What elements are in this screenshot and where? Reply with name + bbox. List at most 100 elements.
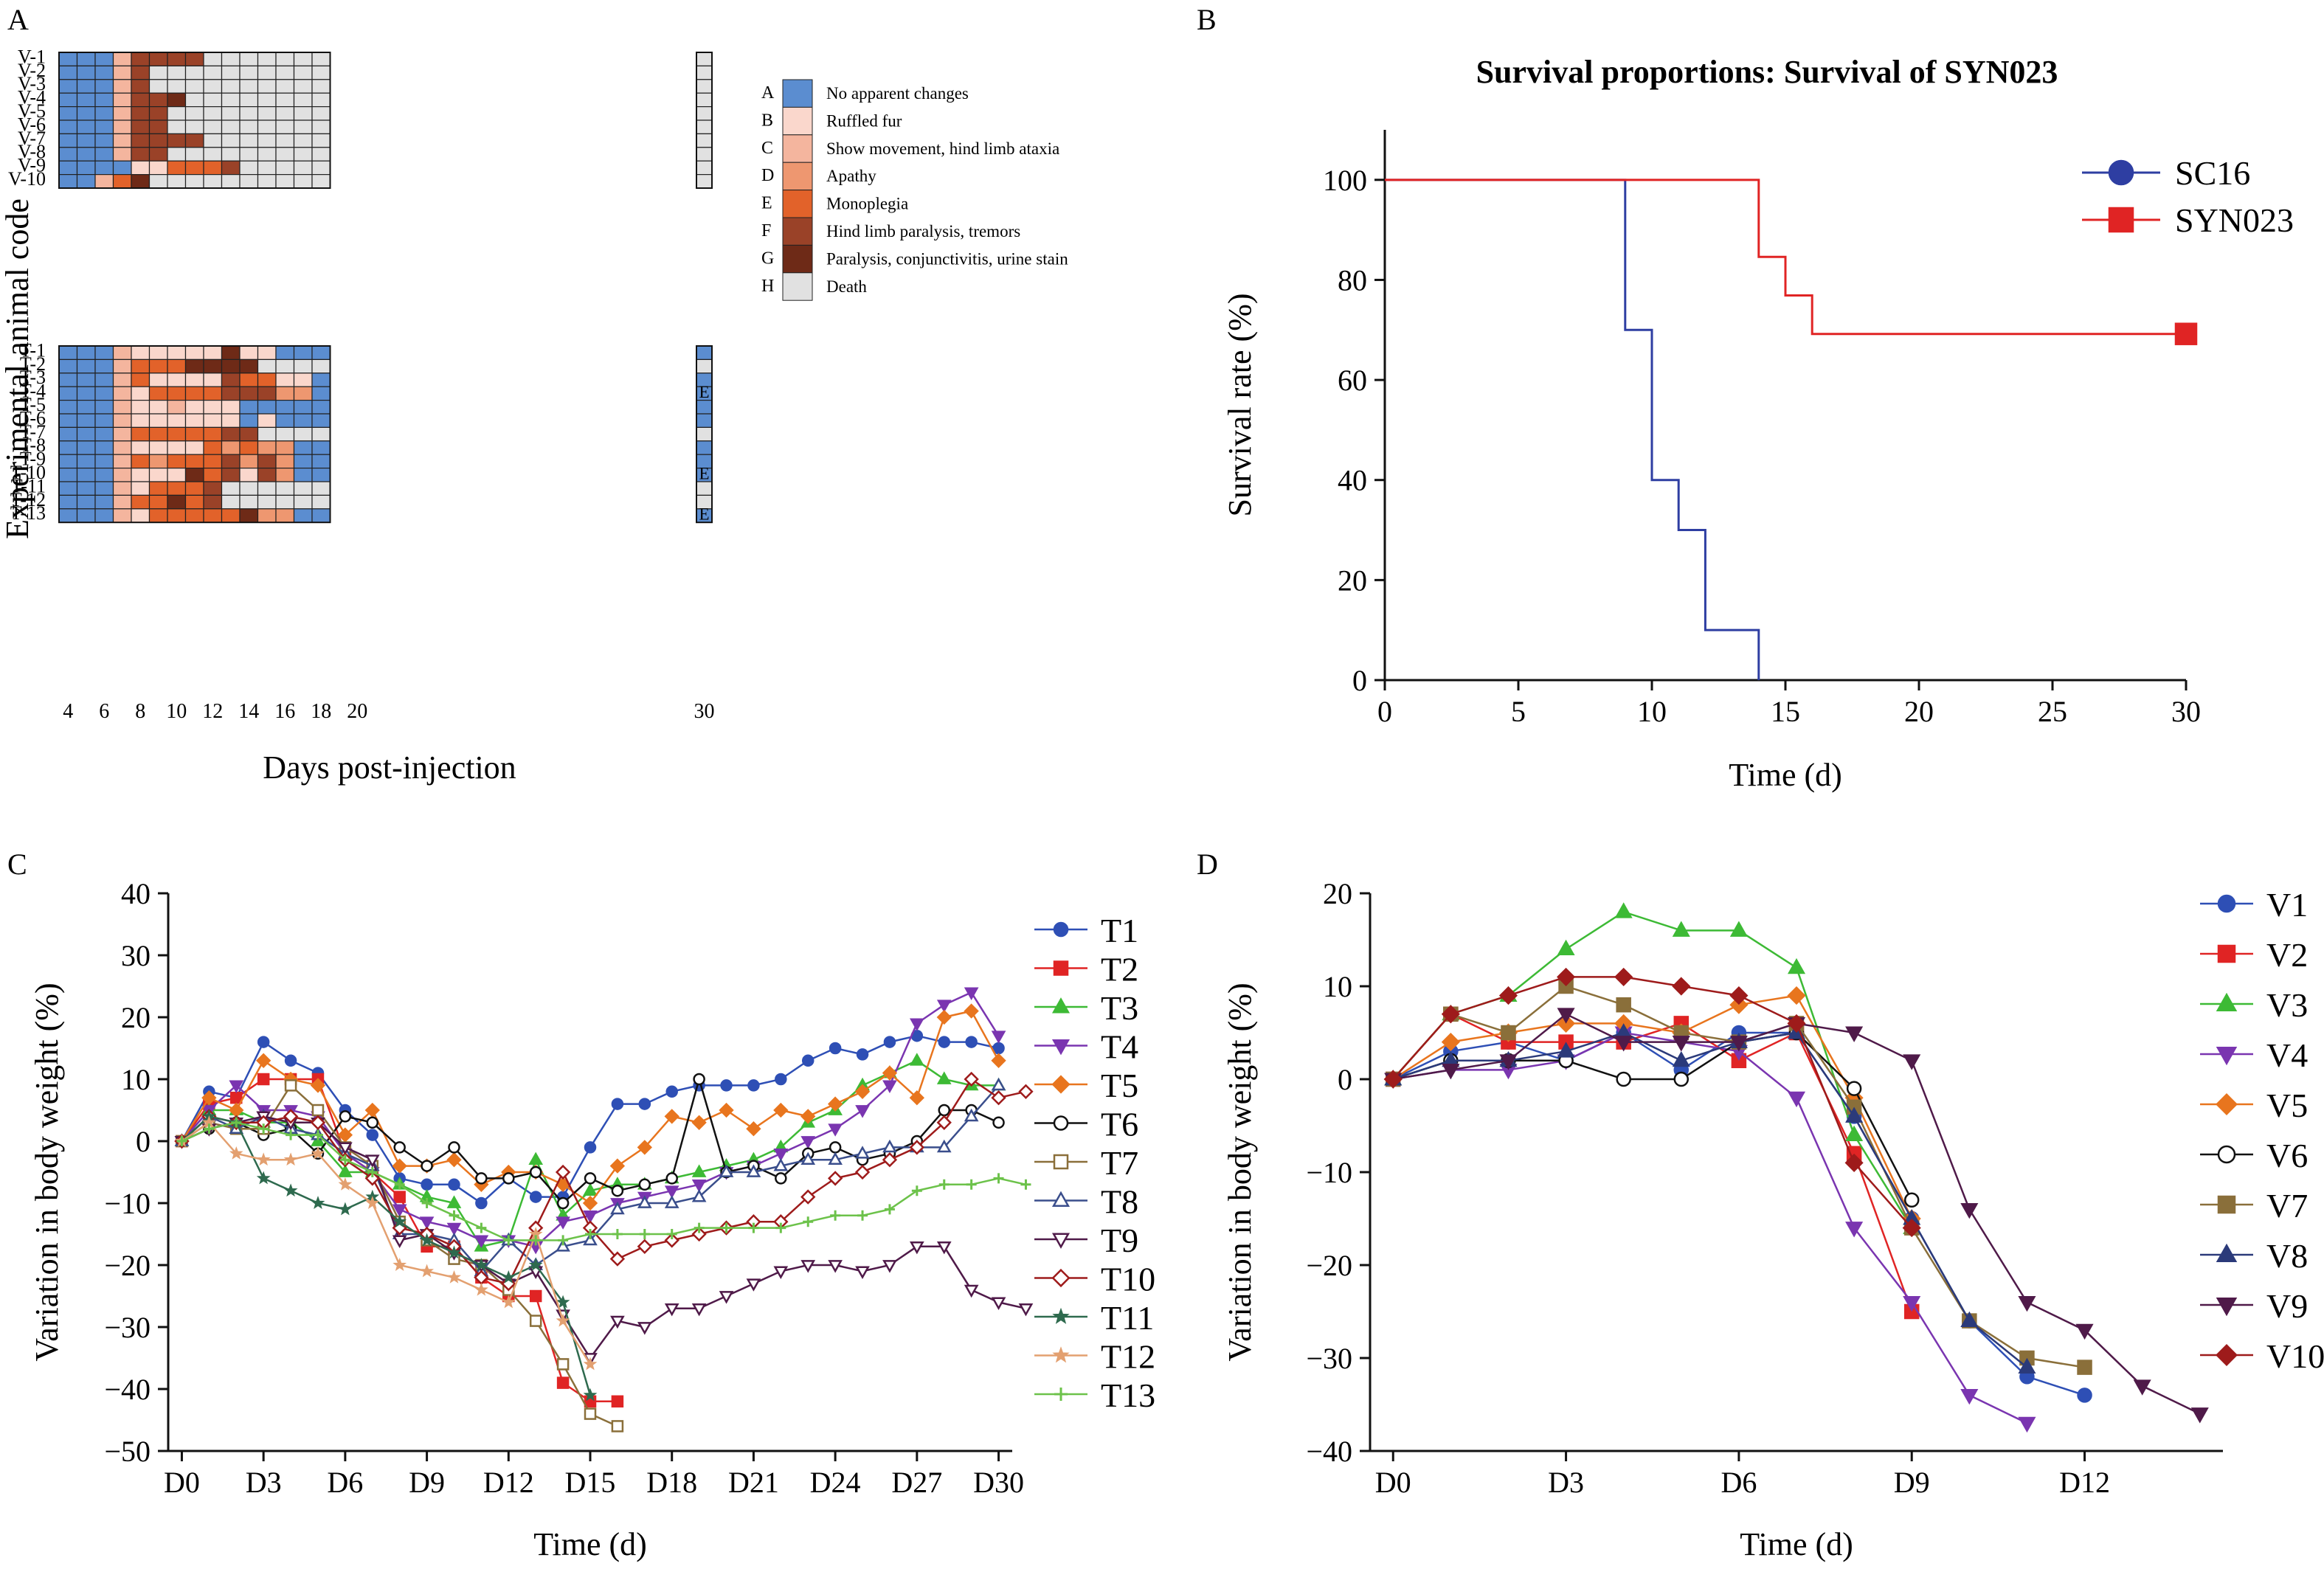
legend-label: T8: [1101, 1183, 1138, 1221]
heatmap-cell: [76, 440, 96, 455]
heatmap-cell: [184, 92, 204, 108]
heatmap-cell: [148, 359, 168, 374]
data-point: [556, 1313, 570, 1327]
heatmap-cell: [112, 52, 132, 66]
data-point: [938, 1104, 950, 1117]
heatmap-cell: [58, 52, 78, 66]
heatmap-cell: [148, 160, 168, 176]
data-point: [719, 1164, 734, 1177]
heatmap-cell: [167, 359, 187, 374]
heatmap-cell: [58, 467, 78, 482]
data-point: [773, 1158, 789, 1171]
y-tick-label: −10: [104, 1187, 151, 1220]
data-point: [392, 1220, 407, 1236]
y-tick-label: −30: [104, 1311, 151, 1344]
legend-marker: [1051, 997, 1071, 1014]
series-line: [181, 1121, 1026, 1241]
data-point: [964, 1003, 979, 1019]
heatmap-cell: [184, 65, 204, 80]
heatmap-cell: [311, 386, 331, 401]
heatmap-cell: [203, 399, 223, 415]
heatmap-cell: [203, 359, 223, 374]
heatmap-cell: [167, 52, 187, 66]
heatmap-cell: [221, 426, 241, 442]
heatmap-cell: [275, 160, 295, 176]
data-point: [720, 1079, 733, 1092]
data-point: [1844, 1153, 1864, 1172]
heatmap-cell: [76, 92, 96, 108]
heatmap-cell: [293, 508, 313, 523]
series-T10: [174, 1071, 1034, 1292]
data-point: [501, 1295, 516, 1309]
data-point: [421, 1160, 433, 1172]
data-point: [938, 1036, 950, 1048]
x-tick-label: D9: [1894, 1466, 1930, 1499]
data-point: [420, 1264, 434, 1278]
row-mark: E: [699, 464, 709, 482]
series-line: [181, 1078, 1026, 1285]
x-tick-label: D0: [164, 1466, 200, 1499]
data-point: [691, 1226, 707, 1242]
data-point: [364, 1154, 380, 1168]
data-point: [964, 1108, 979, 1122]
heatmap-cell: [221, 454, 241, 469]
data-point: [800, 1189, 816, 1205]
heatmap-cell: [148, 426, 168, 442]
y-tick-label: 60: [1338, 364, 1367, 397]
heatmap-cell: [94, 508, 114, 523]
heatmap-cell: [293, 440, 313, 455]
heatmap-row: T-9: [20, 448, 713, 470]
heatmap-cell: [239, 120, 259, 134]
data-point: [2133, 1379, 2151, 1396]
series-line: [1392, 976, 1913, 1229]
heatmap-cell: [221, 79, 241, 94]
heatmap-row: T-2: [20, 353, 713, 375]
y-tick-label: 40: [1338, 464, 1367, 497]
data-point: [883, 1036, 896, 1048]
data-point: [339, 1154, 350, 1166]
data-point: [584, 1172, 597, 1185]
heatmap-cell: [58, 160, 78, 176]
heatmap-cell: [239, 52, 259, 66]
data-point: [1729, 995, 1749, 1014]
x-tick-label: 20: [1904, 695, 1934, 728]
heatmap-cell: [203, 413, 223, 428]
data-point: [800, 1260, 816, 1273]
legend-label: T1: [1101, 912, 1138, 949]
heatmap-cell: [275, 359, 295, 374]
legend-label: Hind limb paralysis, tremors: [826, 222, 1020, 240]
heatmap-cell: [131, 106, 151, 121]
heatmap-cell: [257, 359, 277, 374]
legend-label: Show movement, hind limb ataxia: [826, 139, 1059, 158]
data-point: [637, 1195, 652, 1208]
x-tick-label: 15: [1771, 695, 1800, 728]
data-point: [1672, 1050, 1690, 1067]
data-point: [693, 1073, 705, 1086]
data-point: [528, 1151, 544, 1166]
heatmap-cell: [148, 345, 168, 360]
data-point: [556, 1196, 570, 1210]
data-point: [584, 1407, 597, 1420]
data-point: [392, 1258, 407, 1271]
data-point: [2077, 1360, 2092, 1375]
heatmap-cell: [167, 92, 187, 108]
data-point: [582, 1195, 598, 1211]
heatmap-cell: [148, 481, 168, 496]
series-V2: [1385, 1006, 1920, 1320]
data-point: [257, 1073, 270, 1086]
heatmap-cell: [203, 508, 223, 523]
heatmap-cell: [184, 426, 204, 442]
legend-label: T13: [1101, 1376, 1155, 1414]
heatmap-cell: [257, 174, 277, 189]
heatmap-cell: [257, 373, 277, 387]
heatmap-row: V-7: [18, 128, 713, 149]
data-point: [611, 1395, 624, 1408]
data-point: [909, 1241, 924, 1255]
heatmap-cell: [203, 481, 223, 496]
data-point: [609, 1158, 626, 1174]
heatmap-cell: [311, 481, 331, 496]
data-point: [475, 1172, 488, 1185]
data-point: [803, 1216, 814, 1227]
data-point: [991, 1053, 1006, 1068]
heatmap-cell: [131, 481, 151, 496]
